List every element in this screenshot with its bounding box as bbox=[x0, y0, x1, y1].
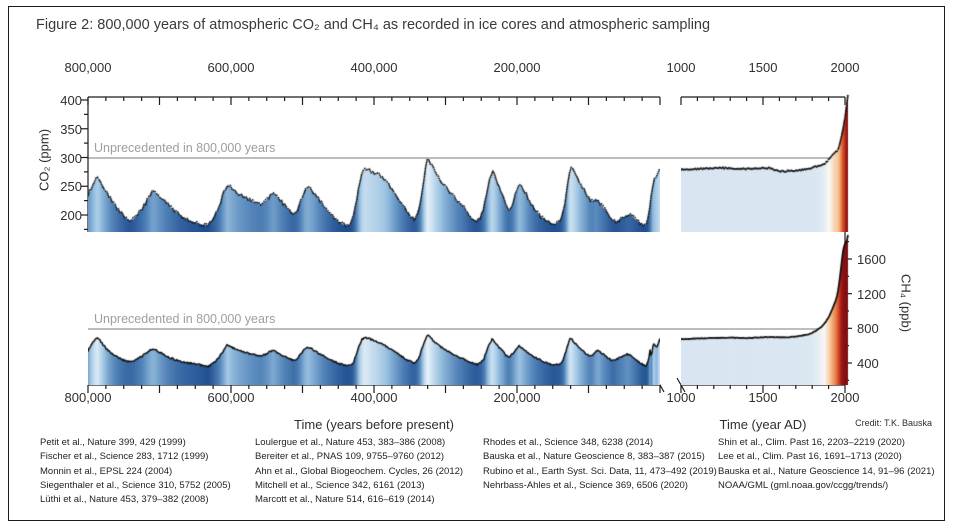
reference-line: Rubino et al., Earth Syst. Sci. Data, 11… bbox=[483, 465, 717, 477]
tick-label: 200,000 bbox=[493, 390, 541, 405]
tick-label: 400 bbox=[857, 356, 879, 371]
reference-line: Bauska et al., Nature Geoscience 8, 383–… bbox=[483, 451, 705, 463]
tick-label: 2000 bbox=[830, 60, 860, 75]
tick-label: 400,000 bbox=[350, 60, 398, 75]
tick-label: 250 bbox=[60, 179, 82, 195]
reference-line: Bauska et al., Nature Geoscience 14, 91–… bbox=[718, 465, 935, 477]
figure-title: Figure 2: 800,000 years of atmospheric C… bbox=[36, 17, 711, 33]
reference-line: Nehrbass-Ahles et al., Science 369, 6506… bbox=[483, 479, 688, 491]
tick-label: 200 bbox=[60, 208, 82, 223]
tick-label: 1200 bbox=[857, 286, 886, 302]
credit-text: Credit: T.K. Bauska bbox=[855, 418, 932, 428]
x-axis-title-bp: Time (years before present) bbox=[294, 417, 454, 432]
tick-label: 350 bbox=[60, 121, 82, 137]
tick-label: 200,000 bbox=[493, 60, 541, 75]
reference-column-3: Rhodes et al., Science 348, 6238 (2014) B… bbox=[483, 436, 717, 493]
reference-line: NOAA/GML (gml.noaa.gov/ccgg/trends/) bbox=[718, 479, 889, 491]
tick-label: 2000 bbox=[830, 390, 860, 405]
figure-border bbox=[8, 6, 945, 521]
x-axis-title-ad: Time (year AD) bbox=[719, 417, 807, 432]
reference-line: Lee et al., Clim. Past 16, 1691–1713 (20… bbox=[718, 451, 902, 463]
tick-label: 1000 bbox=[666, 60, 696, 75]
ch4-atmospheric-plot bbox=[681, 232, 851, 385]
tick-label: 300 bbox=[60, 150, 82, 166]
tick-label: 600,000 bbox=[207, 390, 255, 405]
reference-line: Petit et al., Nature 399, 429 (1999) bbox=[40, 437, 186, 448]
reference-line: Mitchell et al., Science 342, 6161 (2013… bbox=[255, 479, 425, 491]
reference-line: Marcott et al., Nature 514, 616–619 (201… bbox=[255, 494, 435, 506]
tick-label: 1500 bbox=[748, 60, 778, 75]
tick-label: 400 bbox=[60, 93, 82, 108]
tick-label: 800,000 bbox=[64, 390, 112, 405]
reference-line: Rhodes et al., Science 348, 6238 (2014) bbox=[483, 437, 654, 448]
tick-label: 1600 bbox=[857, 252, 886, 267]
tick-label: 1500 bbox=[748, 390, 778, 405]
reference-line: Loulergue et al., Nature 453, 383–386 (2… bbox=[255, 437, 446, 448]
reference-column-1: Petit et al., Nature 399, 429 (1999) Fisc… bbox=[40, 436, 231, 507]
co2-ice-core-plot bbox=[88, 97, 660, 232]
tick-label: 600,000 bbox=[207, 60, 255, 75]
ch4-ice-core-plot bbox=[88, 232, 660, 385]
reference-line: Siegenthaler et al., Science 310, 5752 (… bbox=[40, 479, 231, 491]
co2-atmospheric-plot bbox=[681, 85, 851, 232]
reference-line: Lüthi et al., Nature 453, 379–382 (2008) bbox=[40, 494, 209, 506]
reference-line: Ahn et al., Global Biogeochem. Cycles, 2… bbox=[255, 465, 464, 477]
y-axis-title-ch4: CH₄ (ppb) bbox=[898, 273, 914, 333]
reference-line: Fischer et al., Science 283, 1712 (1999) bbox=[40, 451, 209, 463]
reference-line: Monnin et al., EPSL 224 (2004) bbox=[40, 465, 173, 477]
tick-label: 800 bbox=[857, 321, 879, 337]
reference-column-4: Shin et al., Clim. Past 16, 2203–2219 (2… bbox=[718, 436, 935, 493]
tick-label: 1000 bbox=[666, 390, 696, 405]
tick-label: 800,000 bbox=[64, 60, 112, 75]
reference-line: Shin et al., Clim. Past 16, 2203–2219 (2… bbox=[718, 437, 905, 448]
tick-label: 400,000 bbox=[350, 390, 398, 405]
reference-column-2: Loulergue et al., Nature 453, 383–386 (2… bbox=[255, 436, 463, 507]
reference-line: Bereiter et al., PNAS 109, 9755–9760 (20… bbox=[255, 451, 445, 463]
